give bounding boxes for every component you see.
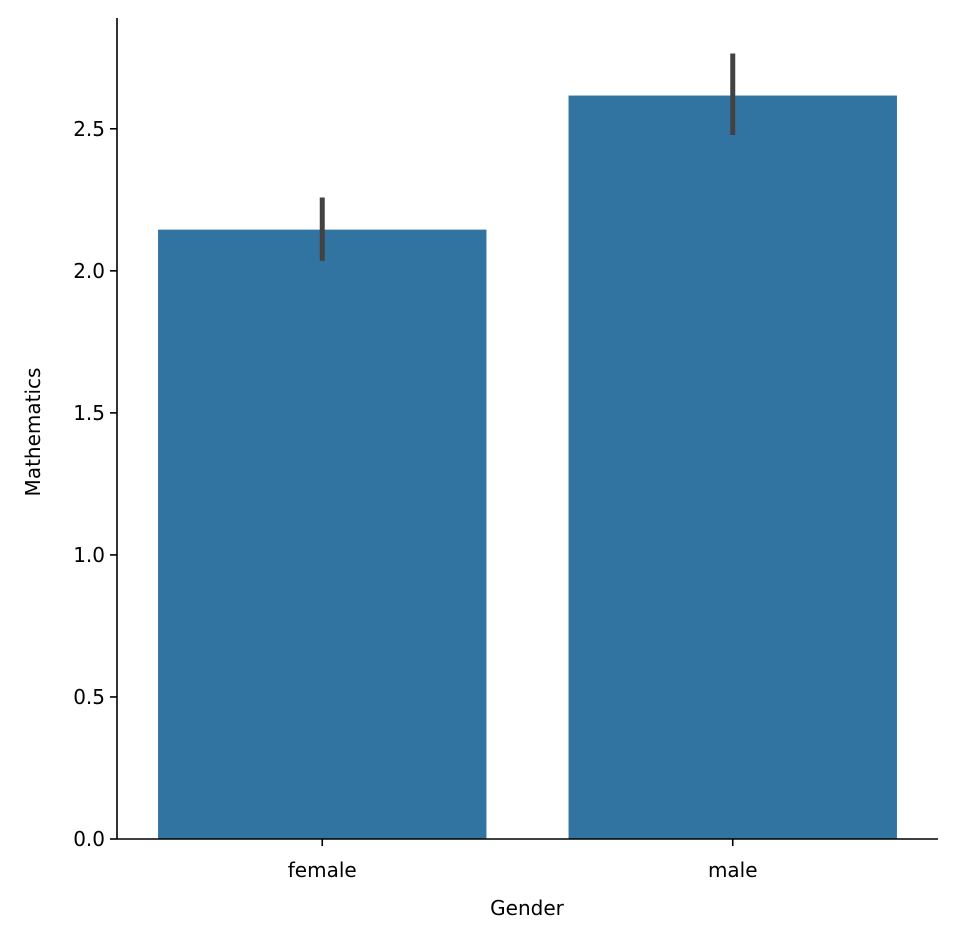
y-tick-label: 1.0	[73, 543, 105, 567]
y-axis-label: Mathematics	[21, 368, 45, 497]
y-tick-label: 2.5	[73, 117, 105, 141]
bars-group	[158, 95, 897, 840]
bar-female	[158, 229, 487, 840]
y-tick-label: 1.5	[73, 401, 105, 425]
y-tick-label: 0.5	[73, 685, 105, 709]
y-tick-label: 0.0	[73, 827, 105, 851]
bar-male	[568, 95, 897, 839]
x-tick-label-female: female	[288, 858, 357, 882]
errorbars-group	[319, 53, 736, 261]
x-axis-label: Gender	[490, 896, 564, 920]
y-tick-label: 2.0	[73, 259, 105, 283]
x-tick-label-male: male	[708, 858, 758, 882]
y-ticks-group: 0.0 0.5 1.0 1.5 2.0 2.5	[73, 117, 117, 851]
x-ticks-group: female male	[288, 839, 758, 882]
